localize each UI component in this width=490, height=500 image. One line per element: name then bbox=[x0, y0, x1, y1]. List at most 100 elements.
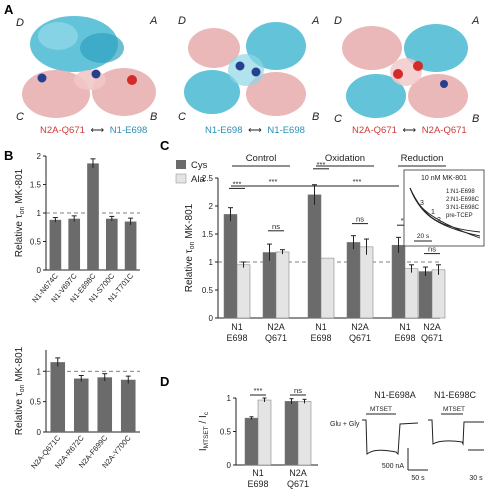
bar bbox=[97, 377, 113, 432]
panel-d-traces: N1-E698A Glu + Gly MTSET 500 nA 50 s N1-E698C… bbox=[330, 390, 484, 482]
panel-d-letter: D bbox=[160, 374, 169, 389]
inset-curve-label: 3 bbox=[420, 200, 424, 207]
y-tick-label: 0.5 bbox=[202, 286, 214, 295]
site-blue-marker bbox=[91, 69, 101, 79]
group-header: Oxidation bbox=[325, 153, 365, 164]
caption-right: N1-E698 bbox=[110, 125, 148, 136]
inset-legend-entry: 3:N1-E698C bbox=[446, 205, 480, 211]
current-trace bbox=[428, 419, 484, 446]
subunit-pink-blob bbox=[408, 74, 468, 118]
x-cat-bottom: E698 bbox=[394, 333, 415, 343]
y-tick-label: 0 bbox=[37, 266, 42, 275]
structure-2-caption: N1-E698 ⟷ N1-E698 bbox=[205, 125, 305, 136]
corner-label-c: C bbox=[178, 111, 186, 123]
structure-3-caption: N2A-Q671 ⟷ N2A-Q671 bbox=[352, 125, 467, 136]
corner-label-b: B bbox=[312, 111, 319, 123]
group-header: Reduction bbox=[401, 153, 444, 164]
caption-arrow: ⟷ bbox=[403, 125, 417, 136]
site-blue-marker bbox=[440, 80, 448, 88]
corner-label-a: A bbox=[149, 15, 157, 27]
subunit-pink-blob bbox=[74, 70, 106, 90]
caption-left: N2A-Q671 bbox=[40, 125, 85, 136]
structure-1-caption: N2A-Q671 ⟷ N1-E698 bbox=[40, 125, 147, 136]
y-axis-label: Relative τon MK-801 bbox=[184, 203, 196, 292]
scalebar-y-label: 500 nA bbox=[382, 463, 405, 470]
sig-label: ns bbox=[356, 215, 364, 224]
site-blue-marker bbox=[251, 67, 261, 77]
bar-ala bbox=[275, 251, 290, 319]
corner-label-d: D bbox=[334, 15, 342, 27]
subunit-pink-blob bbox=[342, 26, 402, 70]
x-cat-bottom: Q671 bbox=[421, 333, 443, 343]
bar bbox=[73, 378, 89, 432]
corner-label-b: B bbox=[150, 111, 157, 123]
ylabel-tail: MK-801 bbox=[14, 346, 25, 384]
bar-ala bbox=[236, 264, 251, 319]
x-cat-top: N2A bbox=[267, 322, 285, 332]
y-tick-label: 1.5 bbox=[202, 230, 214, 239]
inset-curve bbox=[409, 187, 481, 239]
legend-swatch-ala bbox=[175, 173, 187, 184]
subunit-cyan-blob bbox=[346, 74, 406, 118]
y-tick-label: 1 bbox=[37, 209, 42, 218]
inset-frame bbox=[403, 169, 485, 247]
corner-label-a: A bbox=[471, 15, 479, 27]
subunit-pink-blob bbox=[22, 70, 90, 118]
corner-label-d: D bbox=[178, 15, 186, 27]
subunit-cyan-blob bbox=[184, 70, 240, 114]
sig-label: ns bbox=[294, 386, 302, 395]
ylabel-main: Relative τ bbox=[14, 214, 25, 257]
bar-ala bbox=[359, 246, 374, 319]
y-tick-label: 1 bbox=[227, 394, 232, 403]
drug-label: MTSET bbox=[443, 406, 465, 413]
caption-right: N1-E698 bbox=[267, 125, 305, 136]
panel-b-letter: B bbox=[4, 148, 13, 163]
bar bbox=[124, 221, 137, 270]
x-cat-bottom: E698 bbox=[247, 479, 268, 489]
x-cat-bottom: E698 bbox=[310, 333, 331, 343]
sig-label: *** bbox=[233, 179, 242, 188]
bar-ala bbox=[404, 268, 419, 319]
structure-3: D A C B bbox=[334, 15, 479, 125]
x-cat-top: N1 bbox=[231, 322, 243, 332]
caption-right: N2A-Q671 bbox=[422, 125, 467, 136]
y-axis-label: Relative τon MK-801 bbox=[14, 346, 26, 435]
caption-left: N2A-Q671 bbox=[352, 125, 397, 136]
ylabel-mid: / I bbox=[198, 415, 209, 426]
structure-2: D A C B bbox=[178, 15, 319, 123]
subunit-pink-blob bbox=[246, 72, 306, 116]
x-cat-bottom: Q671 bbox=[349, 333, 371, 343]
inset-legend-entry: 2:N1-E698C bbox=[446, 197, 480, 203]
bar-cys bbox=[307, 194, 322, 319]
inset-legend-entry: 1:N1-E698 bbox=[446, 189, 475, 195]
panel-a: A D A C B N2A-Q671 ⟷ N1-E698 bbox=[4, 2, 479, 136]
site-blue-marker bbox=[235, 61, 245, 71]
inset-scalebar-label: 20 s bbox=[417, 233, 430, 240]
subunit-pink-blob bbox=[92, 68, 156, 116]
x-cat-top: N2A bbox=[423, 322, 441, 332]
drug-label: MTSET bbox=[370, 406, 392, 413]
subunit-cyan-blob bbox=[404, 24, 468, 72]
bar-ala bbox=[431, 269, 446, 319]
corner-label-c: C bbox=[16, 111, 24, 123]
sig-label: *** bbox=[353, 177, 362, 186]
ylabel-sub: on bbox=[19, 206, 26, 214]
bar bbox=[68, 218, 81, 270]
x-cat-top: N1 bbox=[252, 468, 264, 478]
y-tick-label: 2 bbox=[209, 202, 214, 211]
subunit-cyan-blob bbox=[246, 22, 306, 70]
legend-label-cys: Cys bbox=[191, 160, 208, 171]
trace-title: N1-E698C bbox=[434, 390, 477, 400]
y-tick-label: 2 bbox=[37, 152, 42, 161]
inset-curve-label: 1 bbox=[431, 209, 435, 216]
ylabel-sub: MTSET bbox=[203, 426, 210, 448]
inset-title: 10 nM MK-801 bbox=[421, 175, 467, 182]
corner-label-c: C bbox=[334, 113, 342, 125]
y-tick-label: 0 bbox=[37, 428, 42, 437]
x-cat-bottom: Q671 bbox=[287, 479, 309, 489]
y-axis-label: IMTSET / Ic bbox=[198, 411, 210, 451]
scalebar-x-label: 50 s bbox=[411, 475, 425, 482]
